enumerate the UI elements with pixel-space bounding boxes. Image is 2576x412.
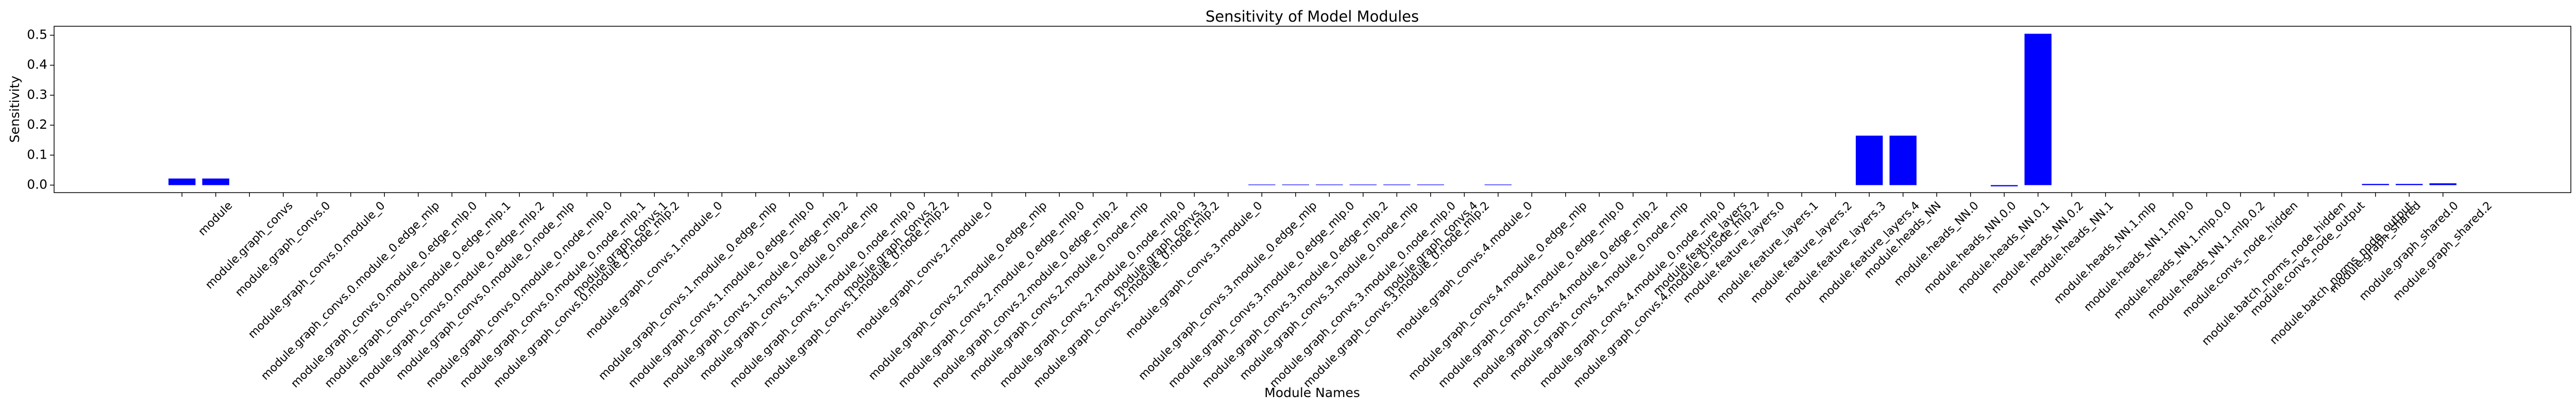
y-tick-label: 0.5 — [27, 27, 47, 42]
bar — [1856, 135, 1883, 185]
x-tick-label: module — [196, 199, 235, 238]
y-tick-label: 0.2 — [27, 117, 47, 132]
x-tick-label: module.graph_convs.1 — [570, 199, 670, 299]
y-tick-label: 0.4 — [27, 57, 47, 72]
bar — [1484, 184, 1512, 185]
bar — [2024, 33, 2052, 185]
x-tick-label: module.graph_convs.3 — [1110, 199, 1210, 299]
x-axis-label: Module Names — [1264, 385, 1360, 400]
bar — [1383, 184, 1411, 185]
bar — [1417, 184, 1444, 185]
bar — [1991, 185, 2018, 186]
bar — [1316, 184, 1343, 185]
y-tick-label: 0.3 — [27, 87, 47, 102]
bar — [1282, 184, 1309, 185]
plot-frame — [54, 26, 2571, 193]
bar — [1248, 184, 1276, 185]
chart-title: Sensitivity of Model Modules — [1206, 8, 1419, 25]
bar — [1349, 184, 1377, 185]
bar — [1889, 135, 1917, 185]
y-tick-label: 0.1 — [27, 147, 47, 162]
bar — [202, 178, 229, 185]
bar — [2396, 184, 2423, 185]
y-axis-label: Sensitivity — [7, 76, 22, 143]
y-tick-label: 0.0 — [27, 177, 47, 192]
x-tick-label: module.graph_convs.4 — [1380, 199, 1480, 299]
bar — [168, 178, 196, 185]
bar — [2429, 183, 2456, 185]
bar — [2362, 184, 2389, 185]
x-tick-label: module.graph_convs.2 — [840, 199, 940, 299]
